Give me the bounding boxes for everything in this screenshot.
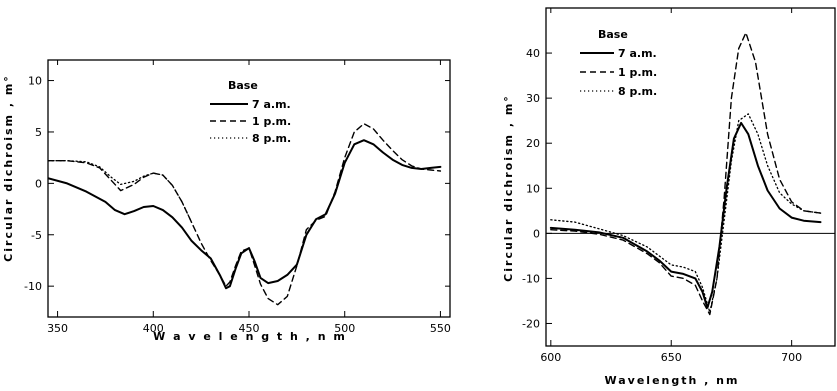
right-legend-entry-3: 8 p.m. <box>618 85 657 98</box>
right-x-tick-label-1: 650 <box>661 351 682 364</box>
left-legend-entry-3: 8 p.m. <box>252 132 291 145</box>
left-legend-entry-1: 7 a.m. <box>252 98 291 111</box>
chart-left: Circular dichroism , m° W a v e l e n g … <box>2 59 451 343</box>
right-x-tick-label-0: 600 <box>540 351 561 364</box>
left-x-tick-label-4: 550 <box>430 322 451 335</box>
left-plot-frame <box>47 59 451 318</box>
chart-right: Circular dichroism , m° Wavelength , nm … <box>502 7 836 387</box>
left-y-tick-label-0: -10 <box>24 280 42 293</box>
right-legend-entry-1: 7 a.m. <box>618 47 657 60</box>
left-x-tick-label-1: 400 <box>143 322 164 335</box>
left-series-line-3 <box>48 160 193 224</box>
right-legend: Base 7 a.m. 1 p.m. 8 p.m. <box>580 28 657 98</box>
right-y-tick-label-0: -20 <box>522 317 540 330</box>
right-series-line-1 <box>549 121 822 309</box>
left-y-tick-label-4: 10 <box>28 75 42 88</box>
left-y-tick-label-3: 5 <box>35 126 42 139</box>
left-legend-entry-2: 1 p.m. <box>252 115 291 128</box>
right-legend-title: Base <box>598 28 628 41</box>
left-x-tick-label-3: 500 <box>334 322 355 335</box>
right-plot-frame <box>545 7 836 347</box>
right-x-tick-label-2: 700 <box>781 351 802 364</box>
left-y-tick-label-2: 0 <box>35 177 42 190</box>
left-x-tick-label-2: 450 <box>239 322 260 335</box>
left-series-line-1 <box>48 139 442 290</box>
right-y-tick-label-1: -10 <box>522 272 540 285</box>
right-y-axis-label: Circular dichroism , m° <box>502 94 515 282</box>
left-series-line-2 <box>48 123 442 306</box>
left-y-tick-label-1: -5 <box>31 229 42 242</box>
right-y-tick-label-4: 20 <box>526 137 540 150</box>
right-y-tick-label-5: 30 <box>526 92 540 105</box>
left-x-tick-label-0: 350 <box>47 322 68 335</box>
right-series-line-2 <box>550 32 822 316</box>
left-legend: Base 7 a.m. 1 p.m. 8 p.m. <box>210 79 291 145</box>
left-x-axis-label: W a v e l e n g t h , n m <box>153 330 347 343</box>
left-legend-title: Base <box>228 79 258 92</box>
right-x-axis-label: Wavelength , nm <box>605 374 740 387</box>
right-y-tick-label-2: 0 <box>533 227 540 240</box>
right-y-tick-label-3: 10 <box>526 182 540 195</box>
right-y-tick-label-6: 40 <box>526 47 540 60</box>
right-legend-entry-2: 1 p.m. <box>618 66 657 79</box>
right-series-line-3 <box>550 113 822 313</box>
left-y-axis-label: Circular dichroism , m° <box>2 74 15 262</box>
